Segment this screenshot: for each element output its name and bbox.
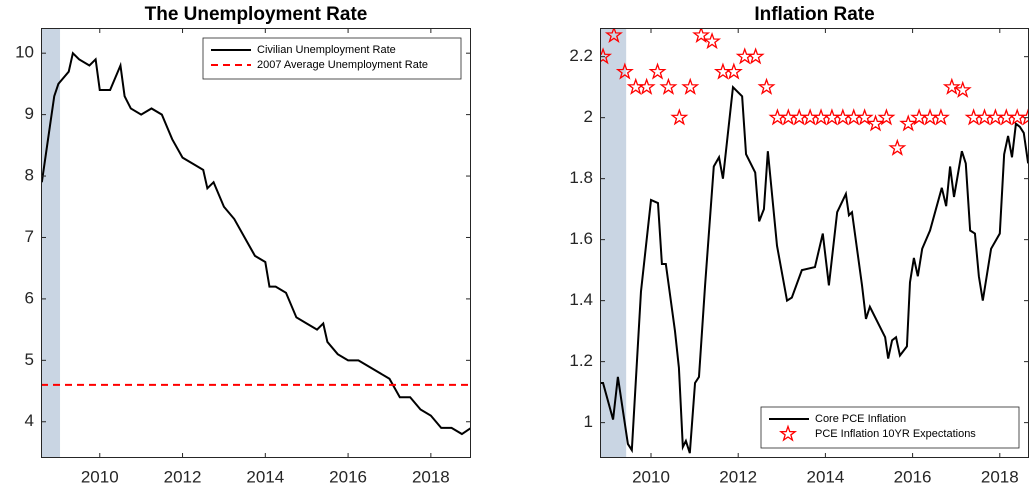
- y-tick-label: 1.2: [569, 351, 593, 370]
- x-tick-label: 2010: [632, 467, 670, 486]
- legend-label: Civilian Unemployment Rate: [257, 44, 396, 56]
- axes-box: [41, 28, 471, 458]
- chart-title: The Unemployment Rate: [145, 4, 368, 25]
- legend-label: PCE Inflation 10YR Expectations: [815, 428, 976, 440]
- x-tick-label: 2014: [246, 467, 284, 486]
- star-marker: [1019, 108, 1029, 126]
- star-marker: [615, 62, 634, 80]
- star-marker: [681, 77, 700, 95]
- x-tick-label: 2018: [412, 467, 450, 486]
- star-marker: [637, 77, 656, 95]
- legend-box: [202, 37, 462, 80]
- y-tick-label: 1.4: [569, 290, 593, 309]
- star-marker: [877, 108, 896, 126]
- star-marker: [866, 114, 885, 132]
- chart-title: Inflation Rate: [754, 4, 874, 25]
- x-tick-label: 2010: [81, 467, 119, 486]
- legend-label: Core PCE Inflation: [815, 413, 906, 425]
- x-tick-label: 2016: [894, 467, 932, 486]
- x-tick-label: 2018: [981, 467, 1019, 486]
- y-tick-label: 5: [25, 350, 34, 369]
- x-tick-label: 2016: [329, 467, 367, 486]
- star-marker: [746, 47, 765, 65]
- x-tick-label: 2012: [164, 467, 202, 486]
- plot-area: [600, 28, 1029, 458]
- star-marker: [670, 108, 689, 126]
- legend-label: 2007 Average Unemployment Rate: [257, 59, 428, 71]
- series-line: [600, 84, 1029, 454]
- x-tick-label: 2014: [806, 467, 844, 486]
- legend-box: [760, 406, 1020, 449]
- subplot: 4 5 6 7 8 9 10 2010 2012 2014 2016 2018 The Unemploy…: [15, 4, 471, 486]
- y-tick-label: 2.2: [569, 46, 593, 65]
- plot-area: [41, 28, 471, 458]
- star-marker: [855, 108, 874, 126]
- star-marker: [659, 77, 678, 95]
- y-tick-label: 10: [15, 43, 34, 62]
- star-marker: [692, 28, 711, 43]
- x-tick-label: 2012: [719, 467, 757, 486]
- y-tick-label: 9: [25, 104, 34, 123]
- y-tick-label: 6: [25, 288, 34, 307]
- star-marker: [942, 77, 961, 95]
- legend: Core PCE Inflation PCE Inflation 10YR Exp…: [760, 406, 1020, 449]
- subplot: 1 1.2 1.4 1.6 1.8 2 2.2 2010 2012 2014 2016 2018 Inf…: [569, 4, 1029, 486]
- star-marker: [604, 28, 623, 43]
- recession-shade: [41, 28, 61, 458]
- y-tick-label: 1: [584, 412, 593, 431]
- legend-symbol: [778, 424, 798, 442]
- star-marker: [899, 114, 918, 132]
- star-marker: [648, 62, 667, 80]
- series-line: [41, 51, 471, 436]
- y-tick-label: 2: [584, 107, 593, 126]
- star-marker: [953, 80, 972, 98]
- star-marker: [931, 108, 950, 126]
- y-tick-label: 1.6: [569, 229, 593, 248]
- star-marker: [600, 47, 613, 65]
- star-marker: [888, 138, 907, 156]
- star-marker: [724, 62, 743, 80]
- y-tick-label: 8: [25, 166, 34, 185]
- y-tick-label: 1.8: [569, 168, 593, 187]
- star-marker: [757, 77, 776, 95]
- y-tick-label: 4: [25, 411, 34, 430]
- y-tick-label: 7: [25, 227, 34, 246]
- recession-shade: [600, 28, 627, 458]
- legend: Civilian Unemployment Rate 2007 Average U…: [202, 37, 462, 80]
- star-marker: [703, 31, 722, 50]
